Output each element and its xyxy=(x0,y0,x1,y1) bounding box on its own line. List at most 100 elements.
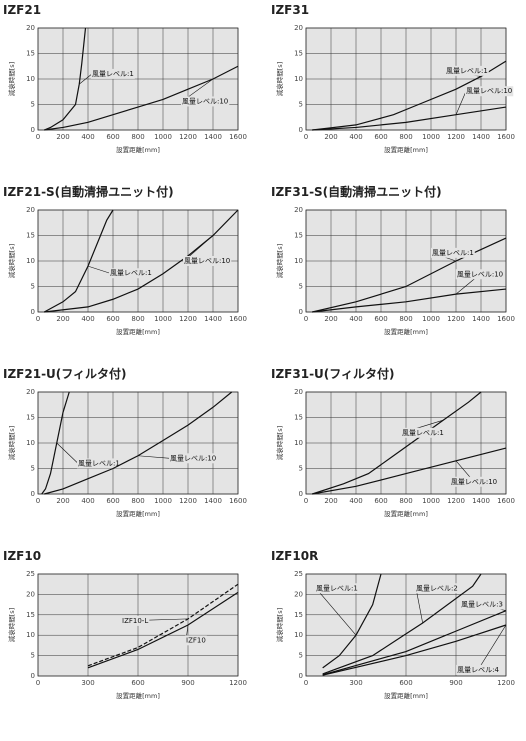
series-label: 風量レベル:1 xyxy=(92,70,134,78)
x-tick-label: 600 xyxy=(131,679,144,687)
x-tick-label: 300 xyxy=(81,679,94,687)
x-tick-label: 1200 xyxy=(179,315,197,323)
x-tick-label: 1600 xyxy=(497,497,515,505)
y-axis-label: 減衰時間[s] xyxy=(275,608,284,642)
x-tick-label: 1200 xyxy=(229,679,247,687)
y-tick-label: 0 xyxy=(31,672,35,680)
x-tick-label: 200 xyxy=(56,133,69,141)
x-tick-label: 200 xyxy=(324,497,337,505)
label-bg xyxy=(315,583,359,594)
x-tick-label: 1600 xyxy=(229,497,247,505)
y-tick-label: 5 xyxy=(31,652,35,660)
x-tick-label: 800 xyxy=(131,133,144,141)
x-tick-label: 200 xyxy=(324,315,337,323)
x-tick-label: 400 xyxy=(81,315,94,323)
x-tick-label: 400 xyxy=(81,133,94,141)
x-tick-label: 0 xyxy=(304,497,308,505)
x-tick-label: 0 xyxy=(304,679,308,687)
y-axis-label: 減衰時間[s] xyxy=(7,62,16,96)
label-bg xyxy=(455,269,505,280)
x-tick-label: 1000 xyxy=(422,315,440,323)
line-series xyxy=(41,391,70,495)
x-tick-label: 1400 xyxy=(204,315,222,323)
x-axis-label: 設置距離[mm] xyxy=(116,691,160,700)
label-bg xyxy=(445,65,489,76)
y-tick-label: 15 xyxy=(26,232,35,240)
series-label: 風量レベル:3 xyxy=(461,601,503,609)
series-label: IZF10-L xyxy=(122,617,148,625)
x-tick-label: 1600 xyxy=(229,133,247,141)
line-series xyxy=(312,288,507,313)
series-label: 風量レベル:10 xyxy=(451,478,497,486)
label-bg xyxy=(183,256,232,266)
y-tick-label: 20 xyxy=(294,24,303,32)
x-axis-label: 設置距離[mm] xyxy=(116,327,160,336)
line-series xyxy=(87,591,239,669)
y-tick-label: 5 xyxy=(299,283,303,291)
y-tick-label: 15 xyxy=(294,232,303,240)
line-series xyxy=(312,106,507,131)
y-tick-label: 0 xyxy=(31,308,35,316)
y-axis-label: 減衰時間[s] xyxy=(275,62,284,96)
x-tick-label: 1200 xyxy=(447,133,465,141)
x-tick-label: 0 xyxy=(36,497,40,505)
series-label: 風量レベル:1 xyxy=(432,249,474,257)
y-tick-label: 20 xyxy=(294,590,303,598)
chart-title: IZF21-U(フィルタ付) xyxy=(3,366,127,381)
x-tick-label: 200 xyxy=(324,133,337,141)
x-axis-label: 設置距離[mm] xyxy=(116,509,160,518)
label-bg xyxy=(449,476,499,487)
x-tick-label: 600 xyxy=(106,133,119,141)
label-bg xyxy=(109,268,153,279)
label-bg xyxy=(181,96,230,107)
y-tick-label: 10 xyxy=(294,631,303,639)
y-tick-label: 0 xyxy=(299,490,303,498)
label-bg xyxy=(465,86,514,97)
y-axis-label: 減衰時間[s] xyxy=(275,244,284,278)
x-axis-label: 設置距離[mm] xyxy=(384,509,428,518)
label-bg xyxy=(401,427,445,438)
line-series xyxy=(312,447,507,495)
x-tick-label: 800 xyxy=(131,497,144,505)
series-label: 風量レベル:10 xyxy=(182,97,228,105)
x-tick-label: 400 xyxy=(349,315,362,323)
x-tick-label: 1000 xyxy=(154,315,172,323)
x-tick-label: 900 xyxy=(181,679,194,687)
label-leader xyxy=(415,588,423,624)
label-leader xyxy=(477,624,507,671)
x-tick-label: 1000 xyxy=(422,133,440,141)
x-tick-label: 1000 xyxy=(154,497,172,505)
x-tick-label: 1200 xyxy=(447,315,465,323)
y-tick-label: 10 xyxy=(294,75,303,83)
y-tick-label: 10 xyxy=(26,439,35,447)
y-tick-label: 5 xyxy=(31,101,35,109)
y-axis-label: 減衰時間[s] xyxy=(7,608,16,642)
line-series xyxy=(312,391,482,495)
y-tick-label: 0 xyxy=(299,672,303,680)
y-tick-label: 20 xyxy=(294,388,303,396)
y-tick-label: 20 xyxy=(26,24,35,32)
x-tick-label: 1000 xyxy=(422,497,440,505)
x-tick-label: 800 xyxy=(399,497,412,505)
label-bg xyxy=(456,664,501,675)
series-label: 風量レベル:10 xyxy=(466,87,512,95)
y-tick-label: 5 xyxy=(31,465,35,473)
y-tick-label: 10 xyxy=(294,439,303,447)
series-label: 風量レベル:10 xyxy=(170,454,216,462)
y-tick-label: 25 xyxy=(26,570,35,578)
y-tick-label: 5 xyxy=(299,101,303,109)
x-tick-label: 1400 xyxy=(472,315,490,323)
series-label: 風量レベル:1 xyxy=(110,269,152,277)
series-label: 風量レベル:1 xyxy=(316,584,358,592)
x-tick-label: 0 xyxy=(36,315,40,323)
x-tick-label: 200 xyxy=(56,497,69,505)
x-tick-label: 1600 xyxy=(497,315,515,323)
label-bg xyxy=(460,599,504,610)
y-tick-label: 15 xyxy=(294,611,303,619)
x-tick-label: 400 xyxy=(81,497,94,505)
label-bg xyxy=(185,635,207,646)
label-leader xyxy=(137,455,171,459)
x-axis-label: 設置距離[mm] xyxy=(384,145,428,154)
x-tick-label: 400 xyxy=(349,497,362,505)
series-label: 風量レベル:10 xyxy=(184,257,230,265)
